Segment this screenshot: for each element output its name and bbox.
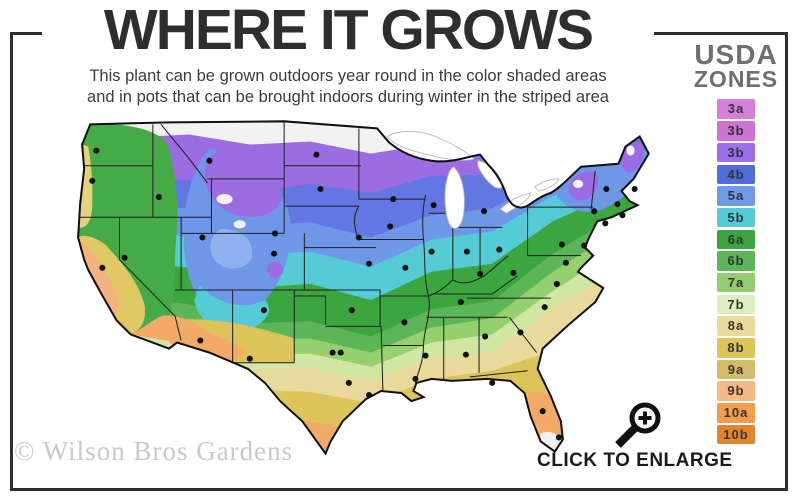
zone-swatch-8b-11: 8b [717,338,755,358]
subtitle-line-1: This plant can be grown outdoors year ro… [89,67,607,85]
zone-swatch-7a-8: 7a [717,272,755,293]
zone-swatch-8a-10: 8a [717,316,755,336]
zone-swatch-6a-6: 6a [717,229,755,250]
zone-swatch-9a-12: 9a [717,359,755,380]
great-lakes [386,130,560,229]
zone-swatch-3a-0: 3a [717,99,755,119]
usda-zone-map[interactable] [68,108,674,479]
page-title: WHERE IT GROWS [42,0,654,63]
click-to-enlarge[interactable]: CLICK TO ENLARGE [537,398,733,472]
zone-swatch-6b-7: 6b [717,251,755,271]
usda-zones-legend: USDA ZONES 3a 3b 3b 4b 5a 5b 6a 6b 7a 7b 8a 8b 9a 9b 1… [686,39,786,446]
legend-title-zones: ZONES [693,65,779,92]
zone-swatch-3b-1: 3b [717,121,755,141]
subtitle: This plant can be grown outdoors year ro… [42,66,654,109]
watermark: © Wilson Bros Gardens [14,436,294,466]
zone-swatch-list: 3a 3b 3b 4b 5a 5b 6a 6b 7a 7b 8a 8b 9a 9b 10a 10b [686,99,786,445]
legend-title: USDA ZONES [686,39,786,92]
zone-swatch-9b-13: 9b [717,381,755,401]
click-to-enlarge-label[interactable]: CLICK TO ENLARGE [537,450,733,471]
zone-swatch-10a-14: 10a [717,403,755,423]
zone-swatch-10b-15: 10b [717,424,755,445]
zone-swatch-7b-9: 7b [717,294,755,315]
legend-title-usda: USDA [694,39,778,70]
zone-swatch-3b-2: 3b [717,142,755,163]
zone-swatch-5a-4: 5a [717,186,755,206]
subtitle-line-2: and in pots that can be brought indoors … [87,88,609,107]
zone-swatch-4b-3: 4b [717,164,755,184]
magnifier-plus-icon[interactable] [609,398,667,450]
zone-swatch-5b-5: 5b [717,207,755,228]
us-outline [77,120,650,456]
